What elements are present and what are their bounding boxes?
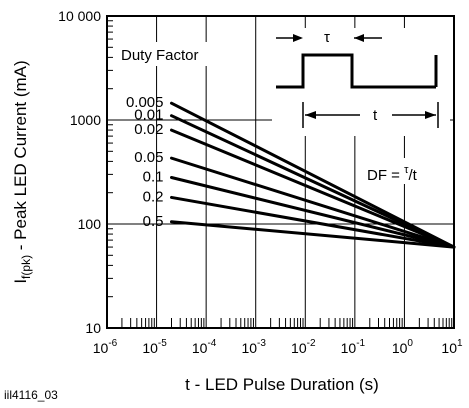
y-tick-label: 10 000 [58,8,101,24]
t-label: t [373,107,378,124]
legend-title: Duty Factor [121,47,199,64]
duty-factor-formula: DF = τ/t [367,164,418,184]
series-lines [169,101,456,249]
tau-label: τ [324,29,330,46]
series-line-0.05 [169,156,456,249]
x-tick-label: 10-1 [341,338,366,356]
pulse-diagram: τ t [272,28,450,136]
series-line-0.5 [169,220,456,249]
x-tick-label: 10-2 [291,338,316,356]
series-label-0.05: 0.05 [134,149,163,166]
x-tick-label: 10-6 [93,338,118,356]
series-line-0.01 [169,114,456,249]
figure-id: iil4116_03 [4,388,58,402]
y-axis-title: If(pk) - Peak LED Current (mA) [11,60,33,283]
series-label-0.005: 0.005 [126,94,164,111]
x-tick-label: 10-4 [192,338,217,356]
series-label-0.5: 0.5 [143,213,164,230]
series-line-0.005 [169,101,456,249]
series-line-0.02 [169,128,456,249]
x-tick-labels: 10-6 10-5 10-4 10-3 10-2 10-1 100 101 [93,338,463,356]
y-tick-label: 1000 [70,112,101,128]
series-label-0.02: 0.02 [134,121,163,138]
x-tick-label: 10-5 [142,338,167,356]
legend-title-bg [118,42,218,66]
series-line-0.1 [169,175,456,249]
y-tick-label: 100 [78,216,102,232]
plot-frame [106,15,455,329]
x-tick-label: 100 [392,338,414,356]
series-label-0.01: 0.01 [134,107,163,124]
formula-bg [364,158,446,184]
x-tick-label: 10-3 [241,338,266,356]
series-label-0.1: 0.1 [143,168,164,185]
series-line-0.2 [169,195,456,249]
pulse-waveform [276,53,436,89]
x-axis-title: t - LED Pulse Duration (s) [185,375,379,394]
y-tick-labels: 10 100 1000 10 000 [58,8,101,336]
y-tick-label: 10 [85,320,101,336]
x-tick-label: 101 [441,338,463,356]
minor-ticks [107,20,453,328]
series-label-0.2: 0.2 [143,188,164,205]
